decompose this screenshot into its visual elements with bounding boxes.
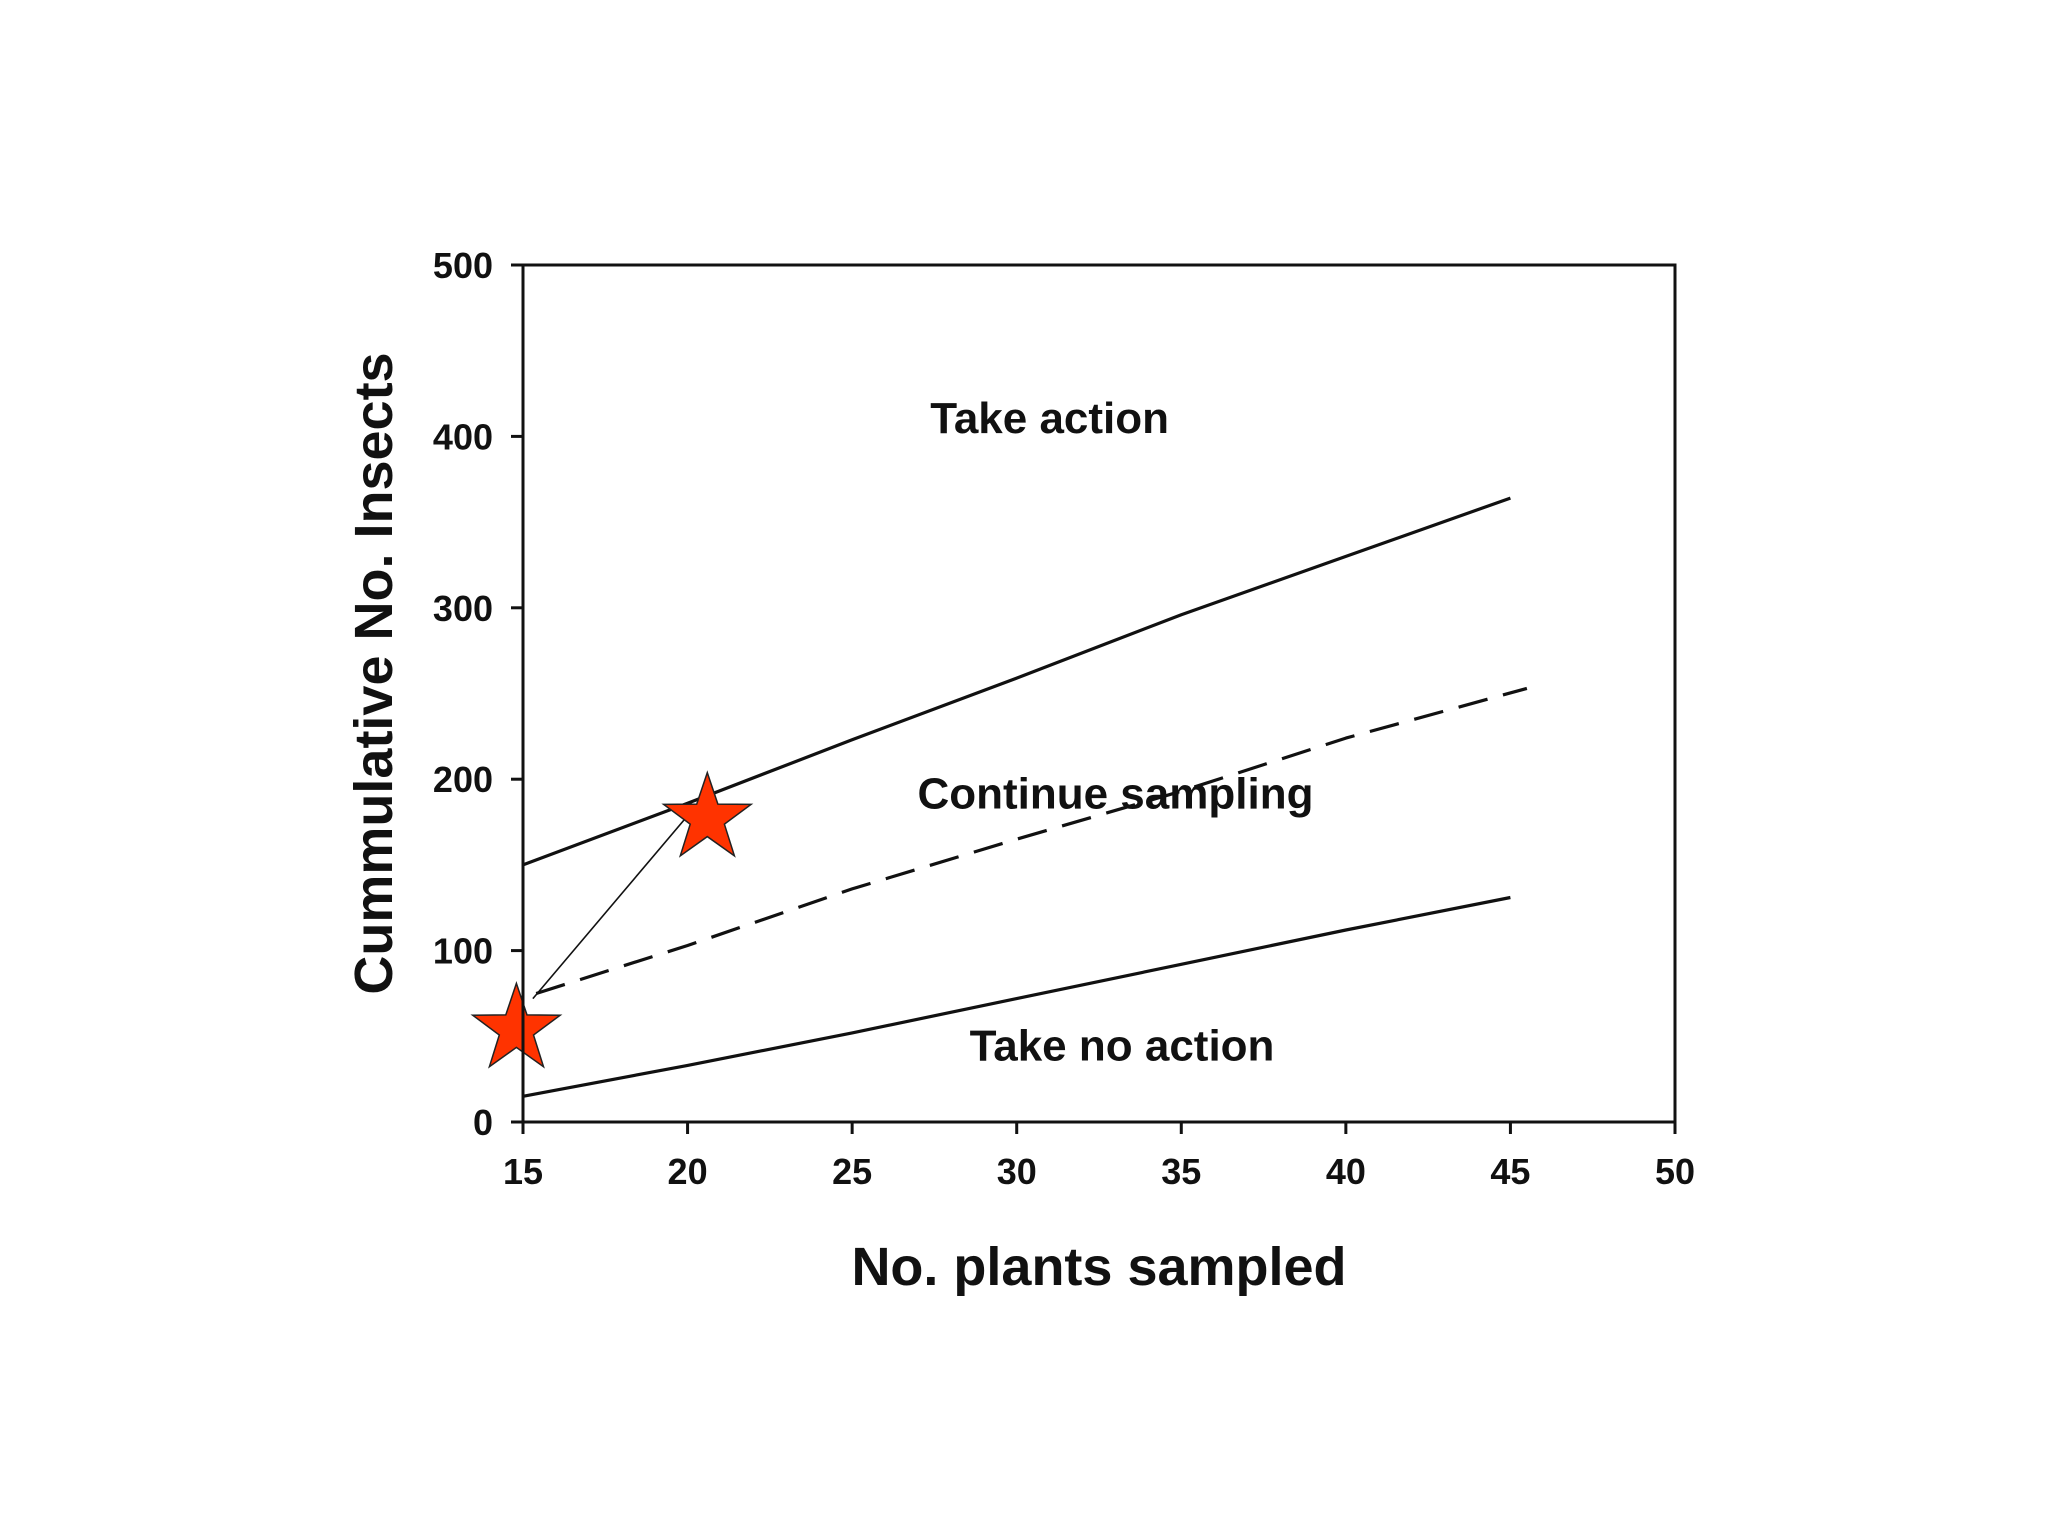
x-tick-label: 25: [832, 1151, 872, 1192]
region-label: Take action: [930, 394, 1169, 443]
x-tick-label: 35: [1161, 1151, 1201, 1192]
region-label: Take no action: [970, 1021, 1275, 1070]
x-tick-label: 15: [503, 1151, 543, 1192]
y-tick-label: 100: [433, 931, 493, 972]
series-line-0: [522, 496, 1511, 867]
x-axis: 15 20 25 30 35 40 45 50: [503, 1122, 1695, 1192]
y-axis-title: Cummulative No. Insects: [344, 352, 404, 994]
x-tick-label: 20: [668, 1151, 708, 1192]
x-tick-label: 45: [1490, 1151, 1530, 1192]
annotations-layer: Take action Continue sampling Take no acti…: [917, 394, 1313, 1070]
x-tick-label: 40: [1326, 1151, 1366, 1192]
connector-line: [532, 795, 705, 1000]
star-marker: [470, 981, 563, 1069]
region-label: Continue sampling: [917, 769, 1313, 818]
star-marker: [661, 770, 754, 858]
y-tick-label: 500: [433, 245, 493, 286]
plot-lines: [522, 496, 1528, 1098]
series-line-1: [535, 686, 1528, 996]
x-axis-title: No. plants sampled: [851, 1237, 1346, 1297]
x-tick-label: 30: [997, 1151, 1037, 1192]
x-tick-label: 50: [1655, 1151, 1695, 1192]
y-tick-label: 400: [433, 416, 493, 457]
y-tick-label: 300: [433, 588, 493, 629]
y-tick-label: 200: [433, 759, 493, 800]
y-axis: 0 100 200 300 400 500: [433, 245, 523, 1143]
y-tick-label: 0: [473, 1102, 493, 1143]
markers-layer: [470, 770, 754, 1069]
series-line-2: [522, 895, 1511, 1098]
plot-frame: [521, 263, 1677, 1124]
